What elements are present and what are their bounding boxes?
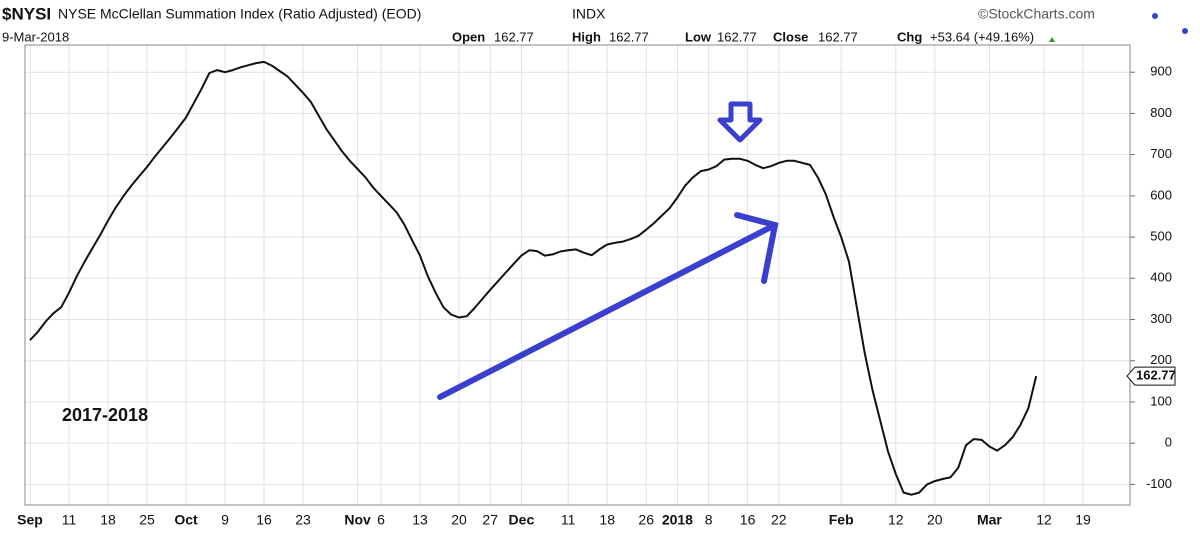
date: 9-Mar-2018 [2,29,69,44]
x-tick-label: 12 [888,512,904,528]
y-tick-label: 0 [1165,435,1172,450]
open-label: Open [452,29,485,44]
x-tick-label: 2018 [662,512,693,528]
x-tick-label: 18 [599,512,615,528]
x-tick-label: Sep [17,512,43,528]
high: 162.77 [609,29,649,44]
y-tick-label: 200 [1150,352,1172,367]
grid: -100 0 100 200 300 400 500 600 700 800 900 Sep 11 18 2… [17,45,1172,528]
x-tick-label: 22 [771,512,787,528]
x-tick-label: 20 [451,512,467,528]
series-line [29,60,1038,496]
x-tick-label: 12 [1036,512,1052,528]
x-tick-label: 11 [561,512,576,528]
x-tick-label: 25 [139,512,155,528]
x-tick-label: Nov [344,512,371,528]
y-tick-label: 800 [1150,105,1172,120]
annotation: 2017-2018 [62,405,148,425]
high-label: High [572,29,601,44]
y-tick-label: 900 [1150,64,1172,79]
last-value-label: 162.77 [1136,368,1176,383]
y-tick-label: -100 [1146,476,1172,491]
x-tick-label: 27 [482,512,498,528]
last-value-box [1126,366,1176,386]
x-tick-label: 18 [100,512,116,528]
symbol: $NYSI [2,4,51,23]
y-tick-label: 600 [1150,187,1172,202]
x-tick-label: 23 [295,512,311,528]
exchange: INDX [572,6,606,22]
y-tick-label: 700 [1150,146,1172,161]
dot [1182,28,1188,34]
up-arrow [1049,37,1055,42]
x-tick-label: 19 [1075,512,1091,528]
x-tick-label: 8 [705,512,713,528]
close-label: Close [773,29,808,44]
marks: 162.77 [29,60,1176,496]
x-tick-label: 16 [740,512,756,528]
y-tick-label: 400 [1150,270,1172,285]
index-name: NYSE McClellan Summation Index (Ratio Ad… [58,6,421,22]
source: ©StockCharts.com [978,6,1095,22]
x-tick-label: 11 [62,512,77,528]
x-tick-label: Mar [977,512,1002,528]
open: 162.77 [494,29,534,44]
x-tick-label: 20 [927,512,943,528]
x-tick-label: Dec [509,512,535,528]
y-tick-label: 100 [1150,393,1172,408]
x-tick-label: 16 [256,512,272,528]
trend-arrow [437,212,779,400]
low-label: Low [685,29,712,44]
x-tick-label: 6 [377,512,385,528]
x-tick-label: Oct [174,512,198,528]
chg-label: Chg [897,29,922,44]
x-tick-label: 13 [412,512,428,528]
y-tick-label: 300 [1150,311,1172,326]
down-arrow [717,101,763,143]
close: 162.77 [818,29,858,44]
x-tick-label: 9 [221,512,229,528]
dot [1152,13,1158,19]
y-tick-label: 500 [1150,229,1172,244]
plot-frame [24,44,1131,506]
x-tick-label: 26 [638,512,654,528]
low: 162.77 [717,29,757,44]
chg: +53.64 (+49.16%) [930,29,1034,44]
x-tick-label: Feb [829,512,854,528]
